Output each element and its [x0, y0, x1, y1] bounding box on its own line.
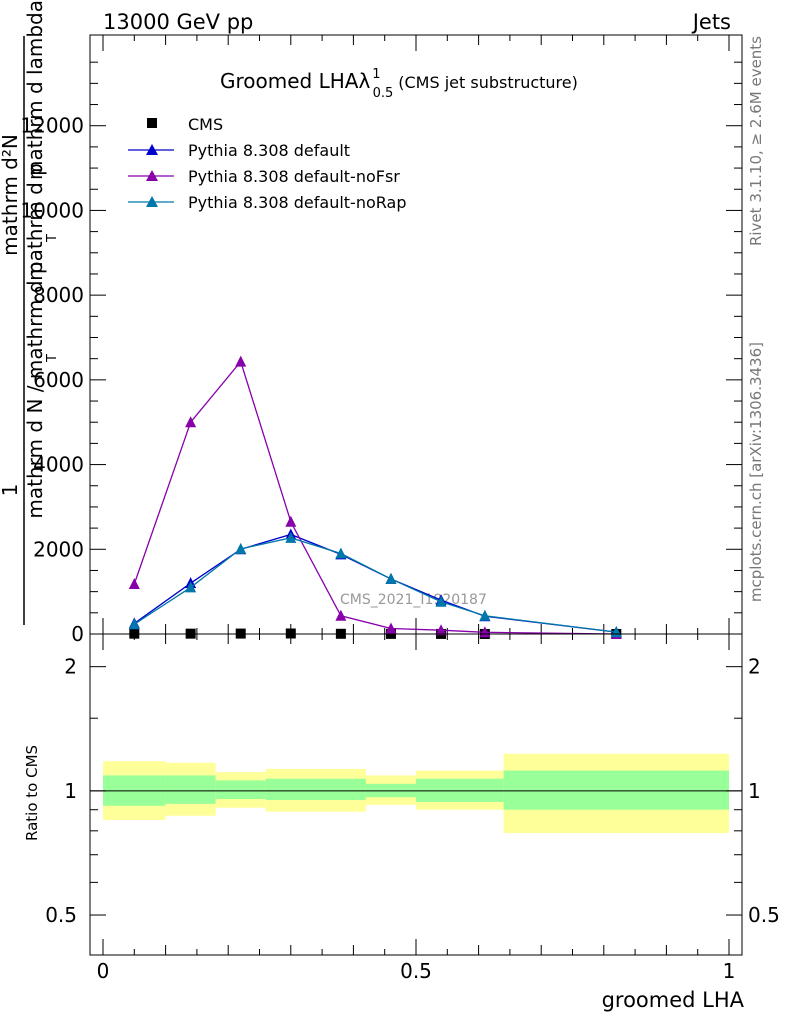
data-point-nofsr	[435, 624, 447, 636]
main-ytick-label: 10000	[20, 198, 84, 222]
legend-marker-nofsr	[146, 170, 158, 181]
data-point-norap	[335, 547, 347, 559]
xtick-label: 0.5	[400, 959, 432, 983]
data-point-norap	[128, 618, 140, 630]
plot-title: Groomed LHAλ 1 0.5 (CMS jet substructure)	[220, 67, 578, 101]
legend-label-norap: Pythia 8.308 default-noRap	[188, 193, 406, 212]
main-y-tick-labels: 0 2000 4000 6000 8000 10000 12000	[20, 114, 84, 646]
x-axis-label: groomed LHA	[602, 988, 745, 1012]
data-point-nofsr	[235, 355, 247, 367]
ratio-axis-ticks	[90, 634, 742, 955]
xtick-label: 1	[723, 959, 736, 983]
ratio-ytick-label: 1	[64, 779, 77, 803]
ratio-ytick-label-right: 0.5	[748, 903, 780, 927]
data-point-nofsr	[285, 515, 297, 527]
ylabel-dlambda: mathrm d lambda	[23, 0, 47, 180]
ratio-ytick-label-right: 2	[748, 655, 761, 679]
mcplots-label: mcplots.cern.ch [arXiv:1306.3436]	[747, 342, 765, 602]
plot-title-main: Groomed LHAλ	[220, 69, 370, 93]
ylabel-d2n: mathrm d²N	[0, 134, 22, 256]
ratio-bands	[103, 753, 729, 834]
main-ytick-label: 2000	[33, 537, 84, 561]
main-ytick-label: 6000	[33, 368, 84, 392]
data-point-norap	[235, 542, 247, 554]
header-process: 13000 GeV pp	[103, 10, 253, 34]
data-point-norap	[185, 581, 197, 593]
legend-label-cms: CMS	[188, 115, 223, 134]
data-point-norap	[385, 572, 397, 584]
data-point-norap	[479, 609, 491, 621]
ylabel-t-sub-2: T	[45, 234, 60, 243]
ylabel-numerator-one: 1	[0, 484, 22, 497]
ratio-band-inner	[416, 778, 504, 802]
data-point-cms	[285, 628, 296, 639]
xtick-label: 0	[97, 959, 110, 983]
legend-label-nofsr: Pythia 8.308 default-noFsr	[188, 167, 400, 186]
main-ytick-label: 8000	[33, 283, 84, 307]
legend: CMS Pythia 8.308 default Pythia 8.308 de…	[128, 115, 406, 212]
ratio-tick-labels: 0.5 0.5 1 1 2 2 0 0.5 1	[45, 655, 780, 983]
data-point-nofsr	[128, 578, 140, 590]
main-axis-ticks	[90, 35, 742, 635]
series-line-norap	[133, 537, 617, 633]
ylabel-t-sub-1: T	[45, 354, 60, 363]
plot-title-sub: 0.5	[373, 86, 394, 101]
ylabel-dpt: mathrm d p	[23, 163, 47, 281]
ratio-y-axis-label: Ratio to CMS	[23, 745, 41, 841]
ratio-band-inner	[165, 775, 216, 804]
ratio-ytick-label: 2	[64, 655, 77, 679]
data-point-norap	[435, 595, 447, 607]
plot-title-sup: 1	[372, 67, 380, 82]
legend-marker-norap	[146, 196, 158, 207]
main-ytick-label: 0	[71, 622, 84, 646]
plot-title-suffix: (CMS jet substructure)	[398, 73, 578, 92]
ratio-band-inner	[503, 770, 729, 810]
ratio-ytick-label: 0.5	[45, 903, 77, 927]
ratio-band-inner	[265, 778, 366, 801]
ratio-band-inner	[215, 780, 266, 800]
series-line-default	[133, 533, 617, 633]
legend-marker-cms	[147, 118, 157, 128]
rivet-version-label: Rivet 3.1.10, ≥ 2.6M events	[747, 36, 765, 246]
ylabel-denominator: mathrm d N / mathrm d p	[23, 261, 47, 518]
data-point-norap	[285, 531, 297, 543]
data-point-nofsr	[385, 622, 397, 634]
data-point-nofsr	[185, 416, 197, 428]
analysis-watermark: CMS_2021_I1920187	[340, 592, 487, 608]
header-jets: Jets	[691, 10, 731, 34]
legend-label-default: Pythia 8.308 default	[188, 141, 350, 160]
ratio-ytick-label-right: 1	[748, 779, 761, 803]
legend-marker-default	[146, 144, 158, 155]
data-point-nofsr	[479, 626, 491, 638]
data-point-nofsr	[335, 609, 347, 621]
main-y-axis-label: 1 mathrm d N / mathrm d p mathrm d²N mat…	[0, 0, 60, 625]
main-ytick-label: 4000	[33, 453, 84, 477]
main-ytick-label: 12000	[20, 114, 84, 138]
